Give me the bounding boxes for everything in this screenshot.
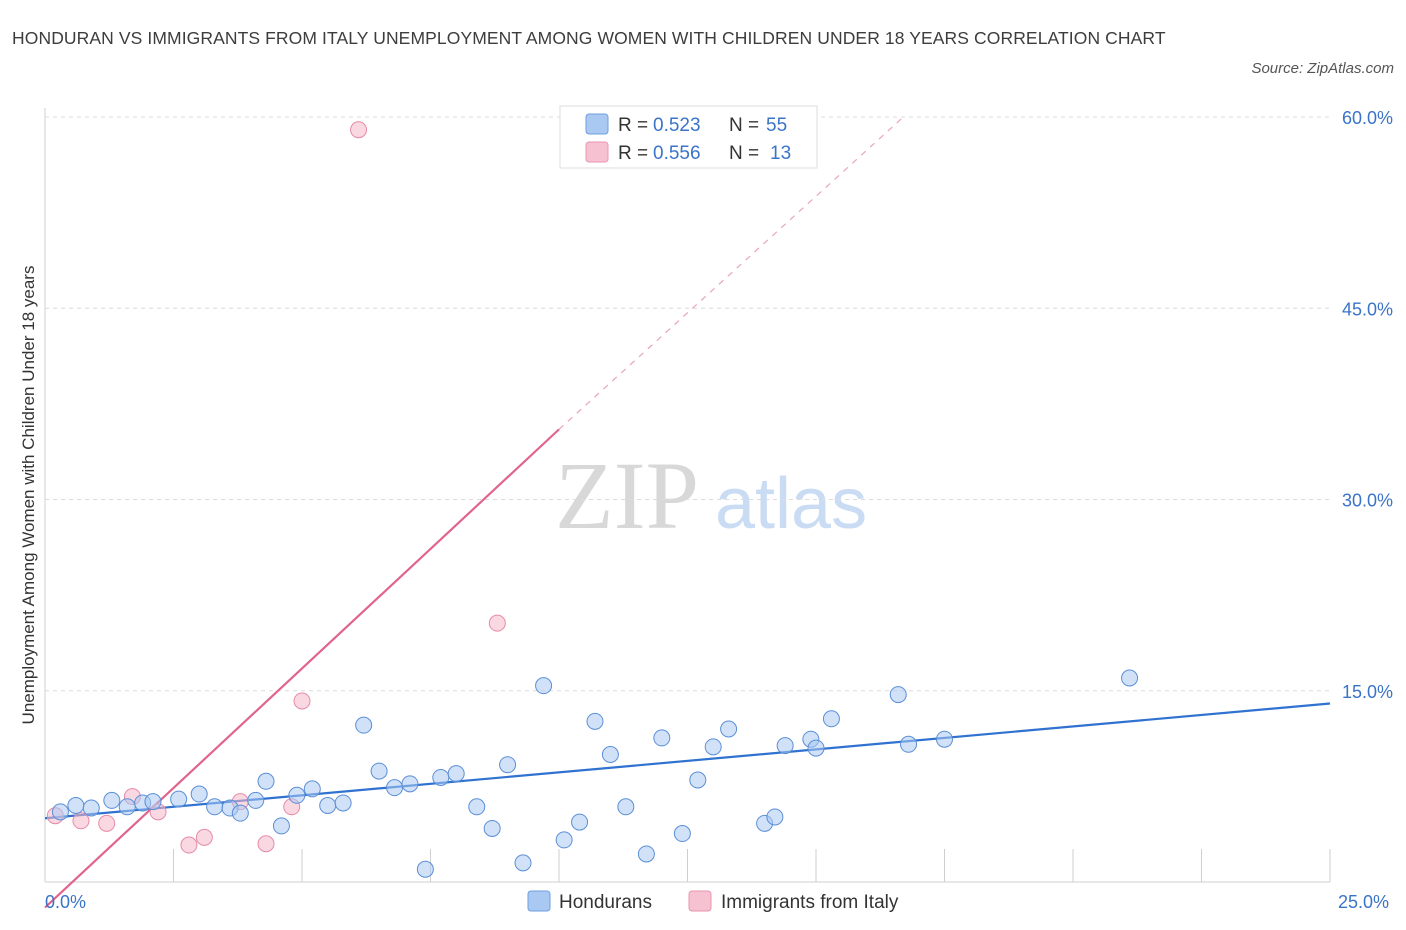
data-point-italy xyxy=(195,828,213,846)
data-point-italy xyxy=(98,814,116,832)
data-point-hondurans xyxy=(1121,669,1139,687)
y-tick-label: 30.0% xyxy=(1342,491,1393,511)
legend-n-value-2: 13 xyxy=(770,143,791,164)
x-tick-label-max: 25.0% xyxy=(1338,892,1389,912)
data-point-hondurans xyxy=(822,710,840,728)
data-point-hondurans xyxy=(720,720,738,738)
data-point-hondurans xyxy=(586,712,604,730)
data-point-hondurans xyxy=(673,825,691,843)
watermark-zip: ZIP xyxy=(555,442,699,549)
data-point-hondurans xyxy=(535,677,553,695)
data-point-hondurans xyxy=(416,860,434,878)
legend-r-value-2: 0.556 xyxy=(653,143,701,164)
data-point-hondurans xyxy=(319,797,337,814)
chart-source: Source: ZipAtlas.com xyxy=(1251,60,1394,77)
data-point-hondurans xyxy=(555,831,573,849)
legend-bottom: Hondurans Immigrants from Italy xyxy=(527,890,899,913)
data-point-hondurans xyxy=(257,772,275,790)
data-points xyxy=(46,121,1139,878)
data-point-hondurans xyxy=(617,798,635,816)
data-point-hondurans xyxy=(334,794,352,812)
legend-swatch-hondurans xyxy=(585,113,609,135)
trend-line-italy-extension xyxy=(558,116,904,430)
data-point-hondurans xyxy=(82,799,100,817)
data-point-hondurans xyxy=(499,756,517,774)
data-point-hondurans xyxy=(468,798,486,816)
legend-r-label-1: R = xyxy=(618,115,648,136)
data-point-hondurans xyxy=(432,768,450,786)
data-point-hondurans xyxy=(483,819,501,837)
legend-n-label-2: N = xyxy=(729,143,759,164)
legend-n-label-1: N = xyxy=(729,115,759,136)
data-point-hondurans xyxy=(103,791,121,809)
data-point-hondurans xyxy=(637,845,655,863)
data-point-hondurans xyxy=(51,803,69,821)
data-point-hondurans xyxy=(653,729,671,747)
legend-top: R = 0.523 N = 55 R = 0.556 N = 13 xyxy=(559,105,818,169)
data-point-hondurans xyxy=(144,793,162,811)
legend-r-label-2: R = xyxy=(618,143,648,164)
legend-bottom-label-italy: Immigrants from Italy xyxy=(721,892,899,913)
data-point-hondurans xyxy=(807,739,825,757)
data-point-hondurans xyxy=(776,737,794,755)
grid-lines xyxy=(45,116,1330,692)
data-point-hondurans xyxy=(370,762,388,780)
data-point-hondurans xyxy=(447,765,465,783)
data-point-italy xyxy=(72,812,90,830)
legend-swatch-italy xyxy=(585,141,609,163)
data-point-hondurans xyxy=(571,813,589,831)
data-point-hondurans xyxy=(303,780,321,798)
data-point-hondurans xyxy=(401,775,419,793)
data-point-italy xyxy=(350,121,368,139)
chart-title: HONDURAN VS IMMIGRANTS FROM ITALY UNEMPL… xyxy=(12,28,1166,48)
trend-line-italy xyxy=(44,428,560,909)
data-point-italy xyxy=(488,614,506,632)
legend-r-value-1: 0.523 xyxy=(653,115,701,136)
watermark-atlas: atlas xyxy=(715,464,867,544)
y-tick-label: 45.0% xyxy=(1342,299,1393,319)
data-point-hondurans xyxy=(118,798,136,816)
data-point-hondurans xyxy=(936,730,953,748)
data-point-hondurans xyxy=(889,686,907,704)
legend-bottom-swatch-italy xyxy=(688,890,712,912)
legend-bottom-swatch-hondurans xyxy=(527,890,551,912)
data-point-hondurans xyxy=(67,797,85,814)
data-point-hondurans xyxy=(766,808,784,826)
data-point-hondurans xyxy=(206,798,224,816)
legend-n-value-1: 55 xyxy=(766,115,787,136)
y-axis-title: Unemployment Among Women with Children U… xyxy=(19,266,38,725)
data-point-hondurans xyxy=(689,771,707,789)
x-ticks xyxy=(173,849,1331,882)
data-point-hondurans xyxy=(601,746,619,763)
y-tick-labels: 15.0% 30.0% 45.0% 60.0% xyxy=(1342,108,1393,702)
data-point-hondurans xyxy=(272,817,290,835)
y-tick-label: 60.0% xyxy=(1342,108,1393,128)
data-point-hondurans xyxy=(514,854,532,872)
y-tick-label: 15.0% xyxy=(1342,682,1393,702)
data-point-hondurans xyxy=(704,738,722,756)
data-point-hondurans xyxy=(900,735,918,753)
data-point-hondurans xyxy=(247,791,265,809)
data-point-hondurans xyxy=(170,790,188,808)
data-point-hondurans xyxy=(355,716,373,734)
data-point-italy xyxy=(257,835,275,853)
legend-bottom-label-hondurans: Hondurans xyxy=(559,892,652,913)
data-point-hondurans xyxy=(386,779,404,797)
data-point-hondurans xyxy=(190,785,208,803)
data-point-hondurans xyxy=(288,786,306,804)
data-point-hondurans xyxy=(231,804,249,822)
data-point-italy xyxy=(180,836,198,854)
data-point-italy xyxy=(293,692,311,710)
x-tick-label-min: 0.0% xyxy=(45,892,86,912)
